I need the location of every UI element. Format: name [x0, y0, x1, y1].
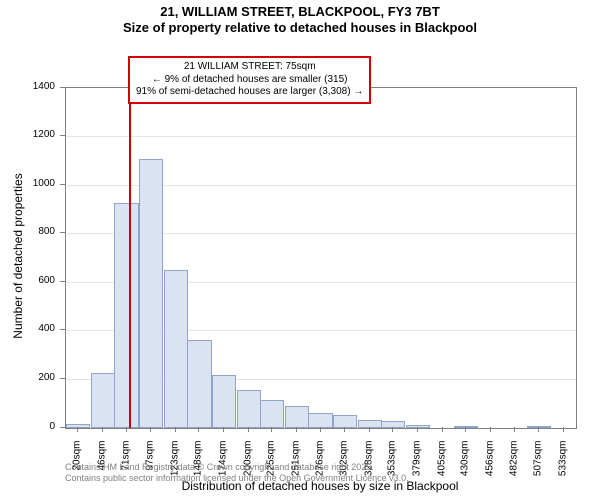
ytick-label: 1000: [0, 178, 55, 189]
ytick-label: 1400: [0, 81, 55, 92]
chart-title: 21, WILLIAM STREET, BLACKPOOL, FY3 7BT S…: [0, 0, 600, 37]
plot-area: [65, 87, 577, 429]
histogram-bar: [187, 340, 211, 427]
callout-line-1: 21 WILLIAM STREET: 75sqm: [136, 61, 363, 74]
ytick-label: 200: [0, 372, 55, 383]
histogram-bar: [91, 373, 115, 428]
histogram-bar: [333, 415, 357, 427]
histogram-bar: [285, 406, 309, 428]
ytick-label: 0: [0, 421, 55, 432]
histogram-bar: [114, 203, 138, 428]
callout-line-2: ← 9% of detached houses are smaller (315…: [136, 74, 363, 87]
reference-callout: 21 WILLIAM STREET: 75sqm ← 9% of detache…: [128, 56, 371, 104]
reference-line: [129, 88, 131, 428]
callout-line-3: 91% of semi-detached houses are larger (…: [136, 86, 363, 99]
ytick-label: 600: [0, 275, 55, 286]
histogram-bar: [308, 413, 332, 428]
ytick-label: 400: [0, 323, 55, 334]
histogram-bar: [164, 270, 188, 428]
y-axis-label: Number of detached properties: [11, 86, 25, 426]
title-line-2: Size of property relative to detached ho…: [0, 20, 600, 36]
histogram-bar: [454, 426, 478, 428]
histogram-bar: [212, 375, 236, 427]
histogram-bar: [139, 159, 163, 427]
footer-line-1: Contains HM Land Registry data © Crown c…: [65, 462, 409, 473]
histogram-bar: [381, 421, 405, 427]
title-line-1: 21, WILLIAM STREET, BLACKPOOL, FY3 7BT: [0, 4, 600, 20]
histogram-bar: [66, 424, 90, 427]
histogram-bar: [260, 400, 284, 428]
footer-attribution: Contains HM Land Registry data © Crown c…: [65, 462, 409, 484]
histogram-bar: [527, 426, 551, 428]
ytick-label: 800: [0, 226, 55, 237]
histogram-bar: [358, 420, 382, 428]
histogram-bar: [237, 390, 261, 428]
ytick-label: 1200: [0, 129, 55, 140]
footer-line-2: Contains public sector information licen…: [65, 473, 409, 484]
